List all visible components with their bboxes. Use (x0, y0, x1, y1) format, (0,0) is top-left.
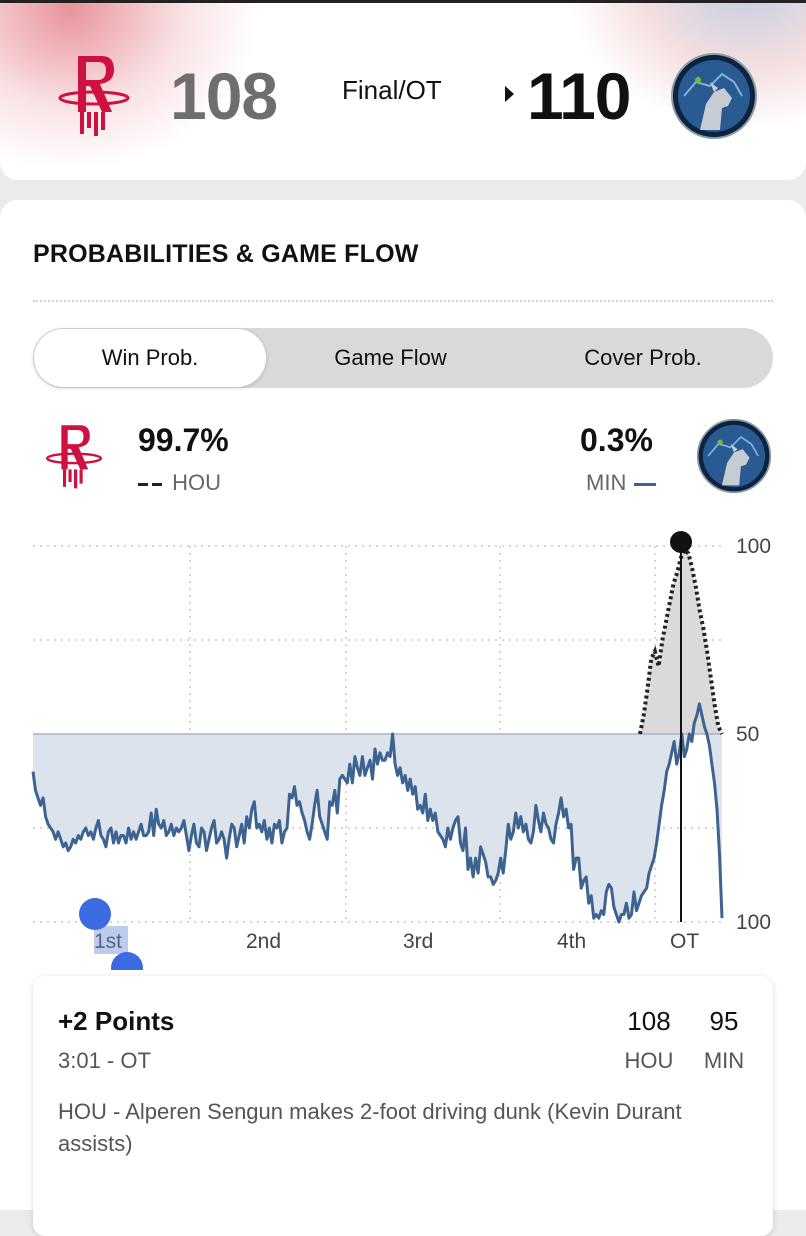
tab-win-prob[interactable]: Win Prob. (34, 329, 266, 387)
timberwolves-logo[interactable] (670, 52, 758, 140)
hou-abbr: HOU (172, 470, 222, 495)
min-win-pct: 0.3% (580, 422, 653, 458)
tab-game-flow[interactable]: Game Flow (334, 345, 447, 370)
hou-win-pct: 99.7% (138, 422, 229, 458)
dashed-line-key (138, 482, 148, 486)
play-title: +2 Points (58, 1006, 175, 1036)
min-probability-line (31, 702, 724, 924)
text-selection-highlight (94, 926, 128, 954)
rockets-logo-small (45, 425, 103, 489)
scrubber-dot (670, 531, 692, 553)
play-min-abbr: MIN (703, 1048, 745, 1073)
game-flow-card: PROBABILITIES & GAME FLOW Win Prob. Game… (0, 200, 806, 1236)
section-divider (33, 300, 773, 302)
dashed-line-key (152, 482, 162, 486)
min-legend: MIN (586, 470, 657, 496)
winner-arrow-icon (505, 86, 514, 102)
section-title: PROBABILITIES & GAME FLOW (33, 240, 419, 268)
timberwolves-logo-small (696, 418, 772, 494)
x-tick-label: 4th (557, 930, 586, 953)
x-tick-label: 3rd (403, 930, 433, 953)
play-detail-card[interactable]: +2 Points 3:01 - OT 108 95 HOU MIN HOU -… (33, 976, 773, 1236)
min-area-fill (33, 734, 722, 922)
y-tick-label: 100 (736, 911, 771, 934)
play-min-score: 95 (709, 1006, 739, 1036)
y-tick-label: 50 (736, 723, 759, 746)
x-axis-labels: 1st 2nd 3rd 4th OT (94, 930, 699, 953)
hou-legend: HOU (138, 470, 221, 496)
game-status: Final/OT (342, 75, 442, 105)
play-time: 3:01 - OT (58, 1048, 151, 1073)
home-score: 110 (527, 59, 631, 133)
tab-bar: Win Prob. Game Flow Cover Prob. (33, 328, 773, 388)
play-hou-abbr: HOU (624, 1048, 674, 1073)
rockets-logo[interactable] (56, 52, 132, 138)
y-tick-label: 100 (736, 535, 771, 558)
away-score: 108 (170, 59, 278, 133)
x-tick-label: 1st (94, 930, 122, 953)
score-header: 108 Final/OT 110 (0, 0, 806, 180)
x-tick-label: OT (670, 930, 699, 953)
solid-line-key (634, 482, 657, 486)
top-border (0, 0, 806, 3)
tab-cover-prob[interactable]: Cover Prob. (584, 345, 702, 370)
win-probability-chart[interactable]: 100 50 100 1st 2nd 3rd 4th OT (0, 530, 806, 970)
x-tick-label: 2nd (246, 930, 281, 953)
play-hou-score: 108 (627, 1006, 671, 1036)
play-description: HOU - Alperen Sengun makes 2-foot drivin… (58, 1099, 682, 1156)
selection-handle-start[interactable] (79, 898, 111, 930)
y-axis-labels: 100 50 100 (736, 535, 771, 934)
min-abbr: MIN (586, 470, 627, 495)
selection-handle-end[interactable] (111, 952, 143, 970)
